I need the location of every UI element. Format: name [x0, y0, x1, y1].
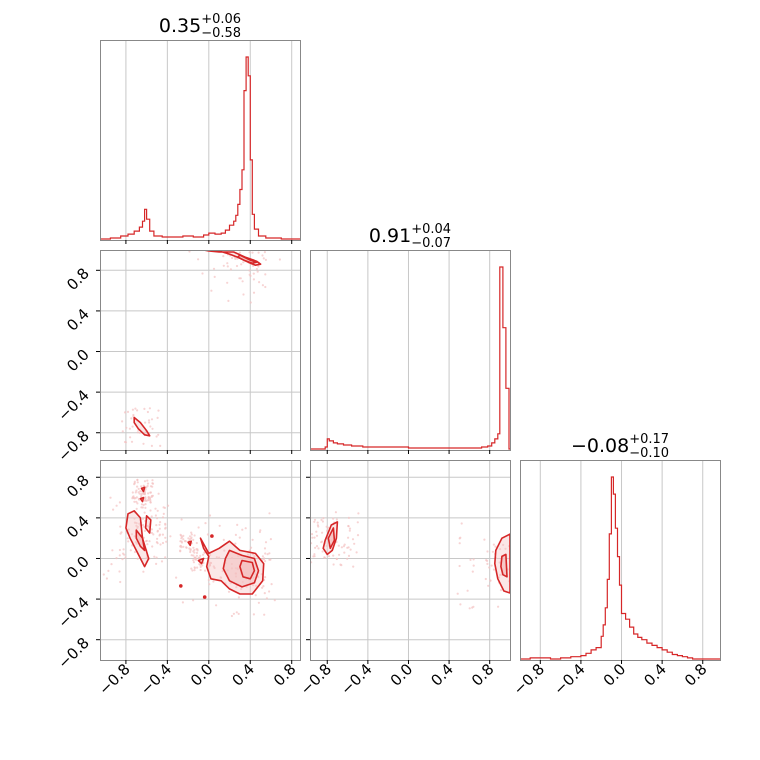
- x-tick-label: −0.8: [297, 660, 335, 698]
- data-layer: [100, 56, 720, 660]
- histogram-param-1: [310, 266, 510, 450]
- y-tick-label: −0.8: [54, 634, 92, 672]
- x-tick-label: 0.8: [270, 660, 300, 690]
- x-tick-label: −0.4: [137, 660, 175, 698]
- histogram-param-2: [520, 476, 720, 660]
- x-tick-label: 0.0: [187, 660, 217, 690]
- x-tick-label: 0.8: [681, 660, 711, 690]
- panel-frame: [520, 460, 721, 661]
- x-tick-label: 0.0: [600, 660, 630, 690]
- ticks-layer: −0.8 −0.4 0.0 0.4 0.8−0.8 −0.4 0.0 0.4 0.8 −0.8 −0…: [54, 240, 711, 699]
- contour-inner: [135, 529, 146, 552]
- y-tick-label: −0.4: [54, 386, 92, 424]
- panel-frame: [310, 460, 511, 661]
- y-tick-label: 0.0: [63, 553, 93, 583]
- y-tick-label: 0.8: [63, 264, 93, 294]
- scatter-layer: [102, 250, 510, 618]
- contour-outer: [139, 496, 145, 503]
- title-minus-error: −0.07: [411, 236, 451, 251]
- x-tick-label: −0.8: [510, 660, 548, 698]
- contours-panel-1: [125, 486, 265, 599]
- y-tick-label: 0.0: [63, 346, 93, 376]
- x-tick-label: −0.8: [95, 660, 133, 698]
- panel-frame: [100, 460, 301, 661]
- x-tick-label: 0.0: [387, 660, 417, 690]
- contour-outer: [140, 486, 146, 493]
- title-plus-error: +0.17: [629, 432, 669, 447]
- y-tick-label: −0.8: [54, 427, 92, 465]
- x-tick-label: −0.4: [550, 660, 588, 698]
- panel-title-0: 0.35+0.06: [159, 12, 241, 37]
- scatter-samples: [102, 478, 276, 618]
- title-value: 0.35: [159, 15, 201, 37]
- title-value: −0.08: [571, 435, 629, 457]
- contour-outer: [197, 557, 205, 565]
- sample-point: [202, 595, 207, 599]
- x-tick-label: 0.4: [228, 660, 258, 690]
- sample-point: [210, 534, 214, 538]
- title-value: 0.91: [369, 225, 411, 247]
- x-tick-label: −0.4: [337, 660, 375, 698]
- contour-inner: [500, 553, 508, 578]
- title-minus-error: −0.58: [201, 26, 241, 41]
- contour-outer: [144, 515, 152, 534]
- panel-frame: [100, 40, 301, 241]
- contour-outer: [133, 416, 151, 437]
- x-tick-label: 0.4: [427, 660, 457, 690]
- panel-frame: [310, 250, 511, 451]
- x-tick-label: 0.4: [640, 660, 670, 690]
- sample-point: [179, 584, 183, 588]
- contour-inner: [237, 254, 258, 264]
- y-tick-label: 0.4: [63, 305, 93, 335]
- y-tick-label: 0.8: [63, 471, 93, 501]
- frames-layer: [100, 40, 721, 661]
- titles-layer: 0.35+0.06−0.58 0.91+0.04−0.07 −0.08+0.17−0…: [159, 12, 669, 461]
- contour-inner: [239, 559, 256, 580]
- contours-panel-2: [322, 521, 510, 594]
- y-tick-label: −0.4: [54, 593, 92, 631]
- panel-frame: [100, 250, 301, 451]
- contour-inner: [327, 527, 336, 550]
- histogram-param-0: [100, 56, 300, 240]
- title-minus-error: −0.10: [629, 446, 669, 461]
- y-tick-label: 0.4: [63, 512, 93, 542]
- title-plus-error: +0.06: [201, 12, 241, 27]
- panel-title-2: −0.08+0.17: [571, 432, 669, 457]
- scatter-samples: [121, 250, 281, 447]
- x-tick-label: 0.8: [468, 660, 498, 690]
- contour-outer: [187, 540, 192, 547]
- grid-layer: [100, 40, 704, 660]
- panel-title-1: 0.91+0.04: [369, 222, 451, 247]
- title-plus-error: +0.04: [411, 222, 451, 237]
